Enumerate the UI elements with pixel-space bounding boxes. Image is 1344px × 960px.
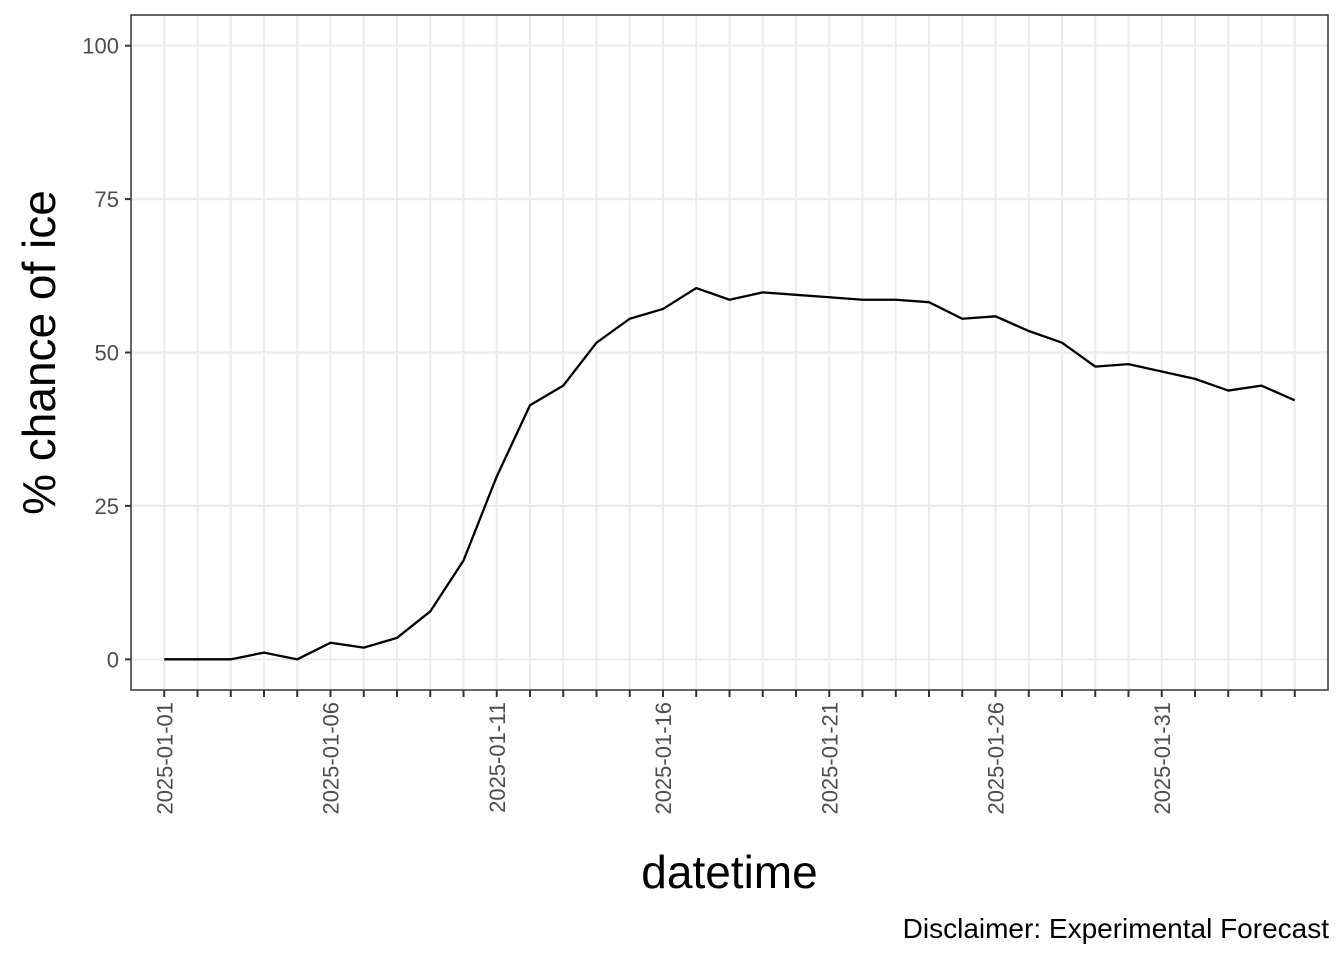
y-tick-label: 25 xyxy=(95,494,119,519)
x-tick-label: 2025-01-16 xyxy=(651,702,676,815)
y-axis-title: % chance of ice xyxy=(13,190,65,515)
x-tick-label: 2025-01-11 xyxy=(485,702,510,813)
y-axis: 0 25 50 75 100 xyxy=(82,34,131,672)
x-axis: 2025-01-01 2025-01-06 2025-01-11 2025-01-16… xyxy=(152,690,1296,815)
series-layer xyxy=(164,286,1296,661)
x-tick-label: 2025-01-01 xyxy=(152,702,177,815)
x-tick-label: 2025-01-26 xyxy=(984,702,1009,815)
series-line-0 xyxy=(164,286,1296,661)
major-gridlines xyxy=(131,44,1328,661)
y-tick-label: 0 xyxy=(107,647,119,672)
disclaimer-caption: Disclaimer: Experimental Forecast xyxy=(903,913,1330,944)
x-axis-title: datetime xyxy=(641,846,817,898)
y-tick-label: 100 xyxy=(82,34,119,59)
x-tick-label: 2025-01-21 xyxy=(817,702,842,815)
y-tick-label: 75 xyxy=(95,187,119,212)
y-tick-label: 50 xyxy=(95,341,119,366)
x-tick-label: 2025-01-31 xyxy=(1150,702,1175,815)
x-tick-label: 2025-01-06 xyxy=(319,702,344,815)
